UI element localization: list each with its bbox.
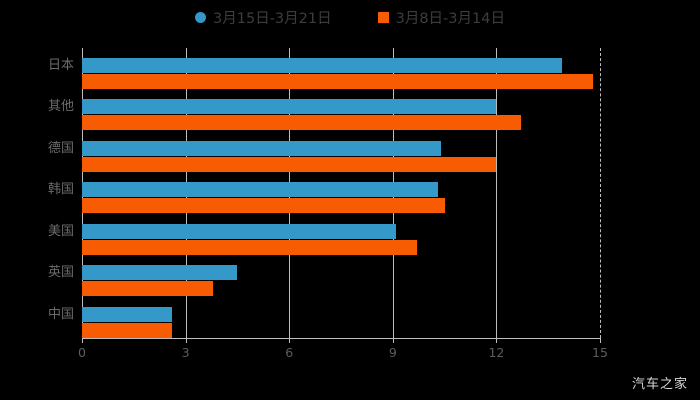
x-axis-tick <box>289 338 291 343</box>
gridline <box>496 48 498 338</box>
bar-中国-series-2 <box>82 322 172 338</box>
y-axis-labels: 日本其他德国韩国美国英国中国 <box>8 48 74 338</box>
bar-美国-series-2 <box>82 239 417 255</box>
x-axis-tick-label: 0 <box>78 345 86 360</box>
x-axis-tick <box>392 338 394 343</box>
square-marker-icon <box>377 11 389 23</box>
y-axis-label-日本: 日本 <box>47 58 74 73</box>
bar-group-韩国 <box>82 172 600 214</box>
bar-group-日本 <box>82 48 600 89</box>
x-axis-tick-label: 6 <box>285 345 294 360</box>
bar-德国-series-1 <box>82 140 442 156</box>
watermark: 汽车之家 <box>631 377 688 392</box>
bar-韩国-series-2 <box>82 198 445 214</box>
bar-英国-series-1 <box>82 265 238 281</box>
x-axis-line <box>82 338 601 339</box>
y-axis-label-其他: 其他 <box>47 99 74 115</box>
bar-group-中国 <box>82 297 600 338</box>
bar-group-德国 <box>82 131 600 172</box>
bar-英国-series-2 <box>82 281 214 297</box>
y-axis-label-韩国: 韩国 <box>47 182 74 198</box>
x-axis-tick-label: 15 <box>592 345 608 360</box>
plot-area <box>82 48 601 338</box>
legend-item-primary: 3月15日-3月21日 <box>195 7 332 28</box>
bar-中国-series-1 <box>82 306 172 322</box>
bar-group-其他 <box>82 89 600 131</box>
legend-label-primary: 3月15日-3月21日 <box>213 10 332 27</box>
legend-label-secondary: 3月8日-3月14日 <box>395 10 505 27</box>
x-axis-tick <box>600 338 601 343</box>
bar-日本-series-2 <box>82 74 594 89</box>
bar-其他-series-1 <box>82 99 497 115</box>
bar-group-美国 <box>82 214 600 255</box>
x-axis-tick <box>496 338 498 343</box>
x-axis-tick-label: 12 <box>488 345 505 360</box>
bar-韩国-series-1 <box>82 182 438 198</box>
legend-item-secondary: 3月8日-3月14日 <box>377 7 505 28</box>
y-axis-label-英国: 英国 <box>47 265 74 281</box>
circle-marker-icon <box>195 11 207 23</box>
y-axis-label-中国: 中国 <box>47 306 74 322</box>
bar-group-英国 <box>82 255 600 297</box>
x-axis-tick-label: 9 <box>388 345 397 360</box>
bar-日本-series-1 <box>82 58 562 73</box>
x-axis-tick <box>82 338 83 343</box>
x-axis-tick-label: 3 <box>181 345 190 360</box>
bar-美国-series-1 <box>82 223 397 239</box>
bar-德国-series-2 <box>82 156 497 172</box>
gridline <box>600 48 601 338</box>
chart-legend: 3月15日-3月21日 3月8日-3月14日 <box>0 0 700 34</box>
bar-其他-series-2 <box>82 115 521 131</box>
x-axis-tick <box>185 338 187 343</box>
y-axis-label-德国: 德国 <box>47 140 74 156</box>
y-axis-label-美国: 美国 <box>47 223 74 239</box>
